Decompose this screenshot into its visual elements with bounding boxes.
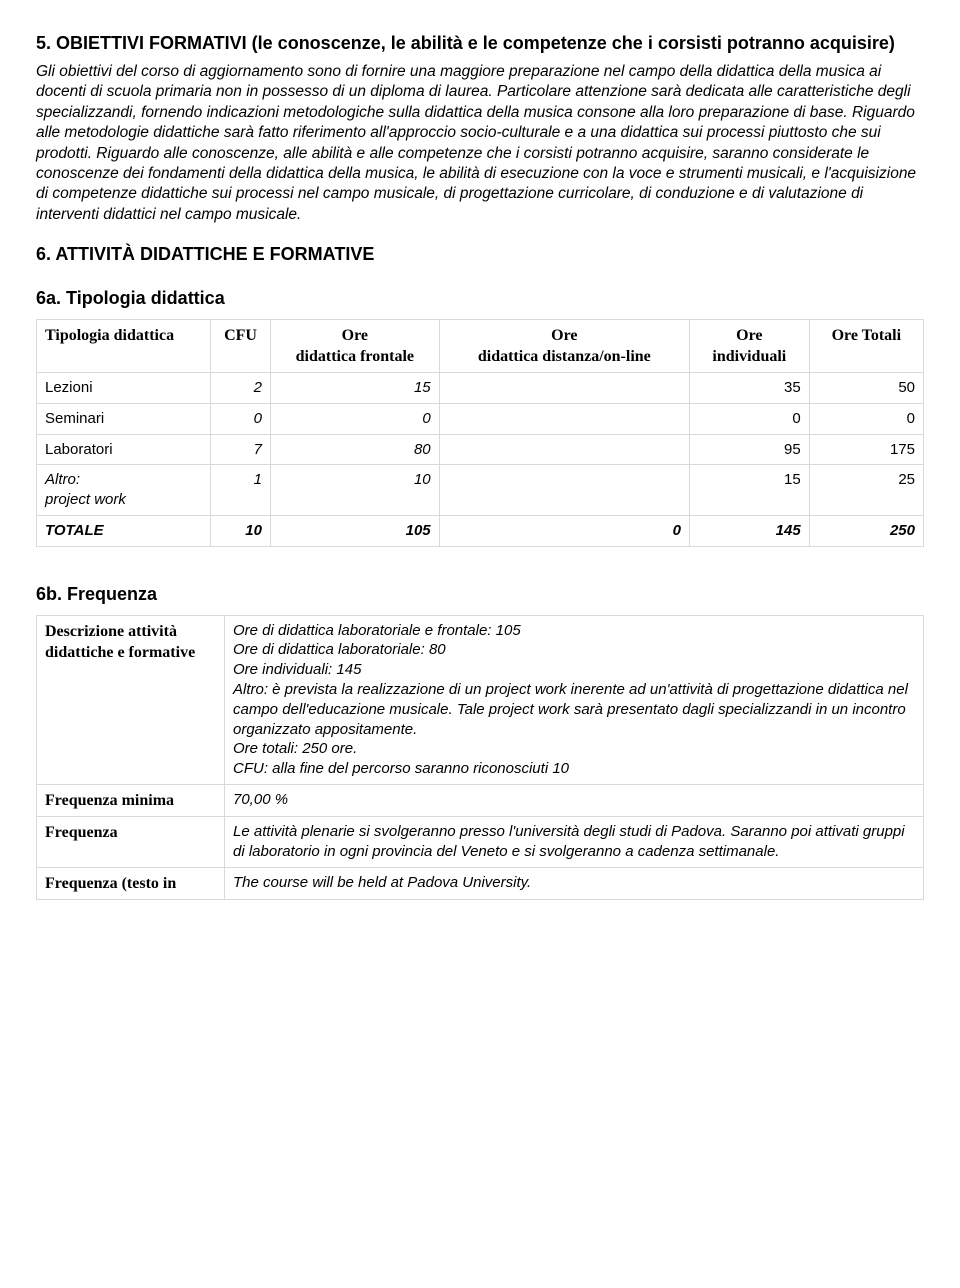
freq-label: Frequenza minima [37,785,225,817]
freq-line: Altro: è prevista la realizzazione di un… [233,681,908,738]
cell-ind: 145 [689,516,809,547]
freq-label: Frequenza [37,817,225,868]
cell-dl: 0 [439,516,689,547]
cell-dl [439,434,689,465]
section5-body: Gli obiettivi del corso di aggiornamento… [36,62,924,226]
table-total-row: TOTALE 10 105 0 145 250 [37,516,924,547]
col-ore-individuali-a: Ore [736,327,762,344]
freq-label: Descrizione attività didattiche e format… [37,615,225,784]
cell-fr: 10 [270,465,439,516]
cell-cfu: 1 [211,465,271,516]
table-row: Descrizione attività didattiche e format… [37,615,924,784]
section6-heading: 6. ATTIVITÀ DIDATTICHE E FORMATIVE [36,243,924,267]
cell-dl [439,373,689,404]
cell-dl [439,465,689,516]
cell-cfu: 0 [211,403,271,434]
table-row: Lezioni 2 15 35 50 [37,373,924,404]
freq-line: Ore di didattica laboratoriale e frontal… [233,622,521,639]
section6b-heading: 6b. Frequenza [36,583,924,607]
col-ore-frontale-a: Ore [342,327,368,344]
tipologia-table: Tipologia didattica CFU Ore didattica fr… [36,319,924,547]
col-ore-frontale: Ore didattica frontale [270,319,439,372]
cell-tot: 25 [809,465,923,516]
cell-tot: 0 [809,403,923,434]
cell-ind: 15 [689,465,809,516]
freq-value: Ore di didattica laboratoriale e frontal… [225,615,924,784]
col-ore-distanza-a: Ore [551,327,577,344]
col-ore-distanza: Ore didattica distanza/on-line [439,319,689,372]
cell-label-b: project work [45,491,126,508]
cell-label: Lezioni [37,373,211,404]
cell-fr: 105 [270,516,439,547]
freq-line: Ore di didattica laboratoriale: 80 [233,641,446,658]
cell-ind: 0 [689,403,809,434]
freq-label: Frequenza (testo in [37,867,225,899]
cell-label: Seminari [37,403,211,434]
table-row: Seminari 0 0 0 0 [37,403,924,434]
cell-label: TOTALE [37,516,211,547]
col-ore-individuali: Ore individuali [689,319,809,372]
frequenza-table: Descrizione attività didattiche e format… [36,615,924,900]
cell-ind: 95 [689,434,809,465]
freq-line: Ore individuali: 145 [233,661,361,678]
col-ore-individuali-b: individuali [712,348,786,365]
cell-tot: 250 [809,516,923,547]
col-tipologia: Tipologia didattica [37,319,211,372]
cell-fr: 80 [270,434,439,465]
cell-label: Laboratori [37,434,211,465]
freq-line: CFU: alla fine del percorso saranno rico… [233,760,569,777]
cell-tot: 50 [809,373,923,404]
freq-value: 70,00 % [225,785,924,817]
cell-tot: 175 [809,434,923,465]
cell-fr: 0 [270,403,439,434]
cell-cfu: 7 [211,434,271,465]
freq-value: The course will be held at Padova Univer… [225,867,924,899]
section6a-heading: 6a. Tipologia didattica [36,287,924,311]
table-row: Frequenza minima 70,00 % [37,785,924,817]
cell-ind: 35 [689,373,809,404]
section5-heading: 5. OBIETTIVI FORMATIVI (le conoscenze, l… [36,32,924,56]
cell-dl [439,403,689,434]
table-row: Laboratori 7 80 95 175 [37,434,924,465]
cell-fr: 15 [270,373,439,404]
cell-cfu: 2 [211,373,271,404]
col-ore-totali: Ore Totali [809,319,923,372]
table-row: Frequenza (testo in The course will be h… [37,867,924,899]
col-ore-distanza-b: didattica distanza/on-line [478,348,651,365]
table-header-row: Tipologia didattica CFU Ore didattica fr… [37,319,924,372]
cell-label: Altro: project work [37,465,211,516]
freq-value: Le attività plenarie si svolgeranno pres… [225,817,924,868]
table-row: Altro: project work 1 10 15 25 [37,465,924,516]
freq-line: Ore totali: 250 ore. [233,740,357,757]
cell-cfu: 10 [211,516,271,547]
table-row: Frequenza Le attività plenarie si svolge… [37,817,924,868]
cell-label-a: Altro: [45,471,80,488]
col-cfu: CFU [211,319,271,372]
col-ore-frontale-b: didattica frontale [296,348,414,365]
